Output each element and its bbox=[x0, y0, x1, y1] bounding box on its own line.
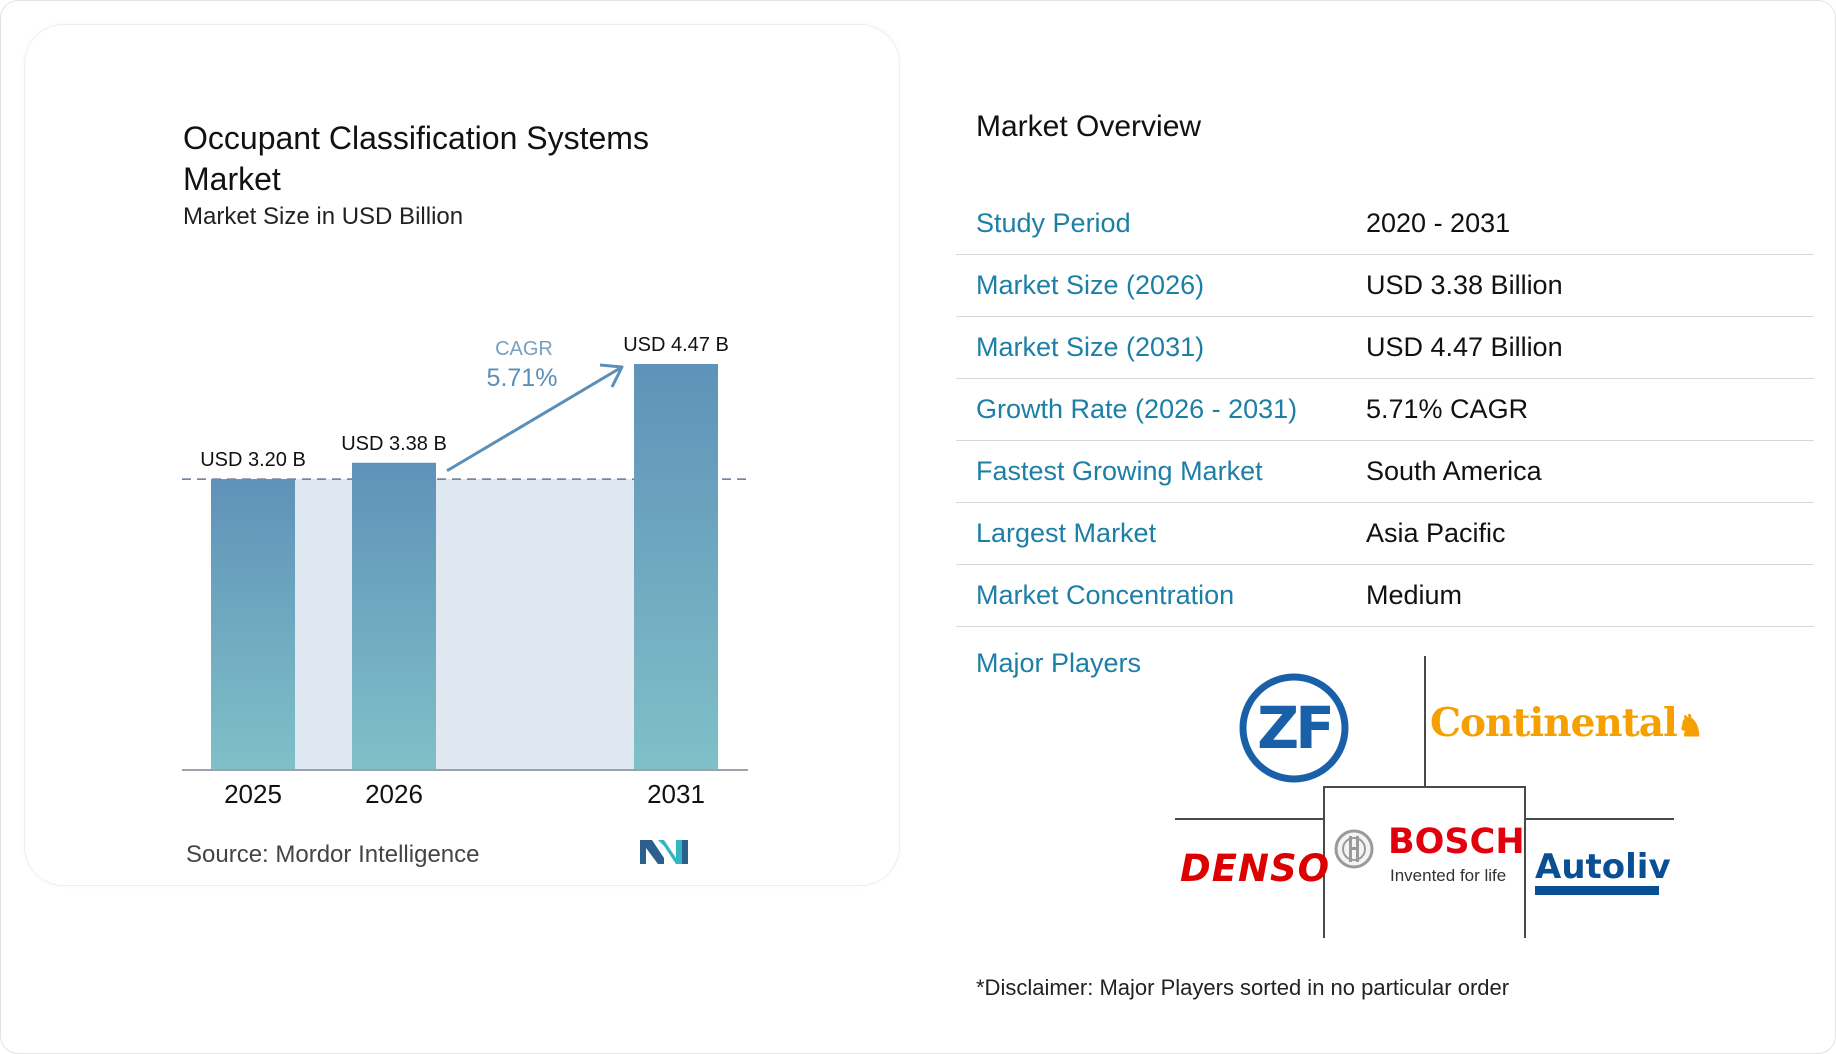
overview-row-value: 5.71% CAGR bbox=[1366, 394, 1529, 424]
zf-logo: ZF bbox=[1239, 673, 1349, 783]
overview-row: Fastest Growing Market South America bbox=[956, 440, 1814, 503]
data-label-2031: USD 4.47 B bbox=[623, 334, 729, 356]
cagr-arrow-head bbox=[599, 363, 624, 388]
overview-row-value: USD 3.38 Billion bbox=[1366, 270, 1563, 300]
players-divider bbox=[1323, 786, 1325, 938]
bosch-logo: BOSCH bbox=[1388, 822, 1525, 862]
data-label-2026: USD 3.38 B bbox=[341, 433, 447, 455]
bar-2026 bbox=[352, 462, 436, 769]
svg-text:ZF: ZF bbox=[1257, 694, 1331, 762]
autoliv-underline bbox=[1535, 886, 1659, 895]
overview-row-label: Fastest Growing Market bbox=[976, 456, 1263, 486]
overview-row: Largest Market Asia Pacific bbox=[956, 502, 1814, 565]
overview-row-value: Asia Pacific bbox=[1366, 518, 1506, 548]
overview-row-label: Growth Rate (2026 - 2031) bbox=[976, 394, 1298, 424]
x-tick-2025: 2025 bbox=[224, 779, 282, 809]
mordor-intelligence-logo bbox=[640, 840, 688, 864]
overview-row-value: 2020 - 2031 bbox=[1366, 208, 1511, 238]
disclaimer: *Disclaimer: Major Players sorted in no … bbox=[976, 975, 1510, 1000]
denso-logo: DENSO bbox=[1180, 847, 1331, 890]
overview-row: Market Concentration Medium bbox=[956, 564, 1814, 627]
overview-row-label: Study Period bbox=[976, 208, 1131, 238]
data-label-2025: USD 3.20 B bbox=[200, 449, 306, 471]
players-divider bbox=[1524, 818, 1674, 820]
bar-2025 bbox=[211, 479, 295, 769]
players-divider bbox=[1524, 786, 1526, 938]
overview-row-label: Largest Market bbox=[976, 518, 1157, 548]
players-divider bbox=[1175, 818, 1323, 820]
bosch-tagline: Invented for life bbox=[1390, 866, 1507, 885]
overview-row-label: Market Size (2026) bbox=[976, 270, 1205, 300]
overview-row-value: Medium bbox=[1366, 580, 1463, 610]
cagr-value: 5.71% bbox=[487, 364, 558, 392]
continental-logo-text: Continental bbox=[1430, 700, 1678, 746]
cagr-label: CAGR bbox=[495, 338, 553, 360]
overview-row-value: South America bbox=[1366, 456, 1542, 486]
bar-2031 bbox=[634, 364, 718, 769]
cagr-arrow-shaft bbox=[446, 365, 623, 473]
autoliv-logo: Autoliv bbox=[1535, 847, 1671, 887]
overview-row: Study Period 2020 - 2031 bbox=[956, 192, 1814, 255]
bosch-armature-icon bbox=[1334, 829, 1374, 869]
overview-row: Growth Rate (2026 - 2031) 5.71% CAGR bbox=[956, 378, 1814, 441]
horse-icon: ♞ bbox=[1676, 709, 1704, 744]
overview-row-label: Market Size (2031) bbox=[976, 332, 1205, 362]
overview-row-label: Market Concentration bbox=[976, 580, 1235, 610]
players-divider bbox=[1323, 786, 1525, 788]
baseline-band bbox=[211, 479, 718, 769]
bar-chart: USD 3.20 B 2025 USD 3.38 B 2026 USD 4.47 B 20… bbox=[182, 334, 752, 809]
overview-row-value: USD 4.47 Billion bbox=[1366, 332, 1563, 362]
overview-title: Market Overview bbox=[976, 110, 1202, 143]
x-tick-2031: 2031 bbox=[647, 779, 705, 809]
x-tick-2026: 2026 bbox=[365, 779, 423, 809]
players-divider bbox=[1424, 656, 1426, 786]
major-players-label: Major Players bbox=[976, 648, 1142, 678]
overview-row: Market Size (2031) USD 4.47 Billion bbox=[956, 316, 1814, 379]
chart-subtitle: Market Size in USD Billion bbox=[183, 203, 464, 230]
overview-row: Market Size (2026) USD 3.38 Billion bbox=[956, 254, 1814, 317]
source-note: Source: Mordor Intelligence bbox=[186, 841, 480, 868]
chart-title: Occupant Classification Systems Market bbox=[183, 120, 649, 197]
continental-logo: Continental♞ bbox=[1430, 700, 1704, 746]
